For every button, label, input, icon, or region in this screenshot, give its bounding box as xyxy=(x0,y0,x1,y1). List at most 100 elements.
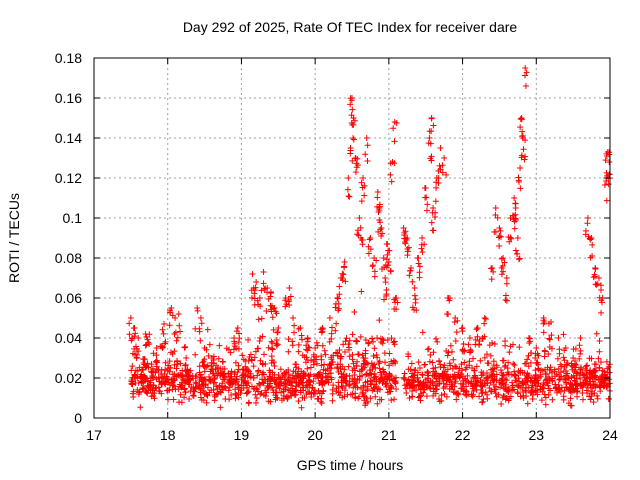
data-point xyxy=(362,151,369,158)
data-point xyxy=(282,386,289,393)
data-point xyxy=(268,353,275,360)
data-point xyxy=(173,373,180,380)
data-point xyxy=(210,386,217,393)
data-point xyxy=(242,357,249,364)
data-point xyxy=(294,372,301,379)
data-point xyxy=(143,363,150,370)
data-point xyxy=(140,356,147,363)
data-point xyxy=(251,287,258,294)
data-point xyxy=(406,379,413,386)
data-point xyxy=(236,384,243,391)
data-point xyxy=(414,369,421,376)
data-point xyxy=(170,396,177,403)
data-point xyxy=(232,359,239,366)
data-point xyxy=(371,345,378,352)
data-point xyxy=(151,390,158,397)
data-point xyxy=(270,387,277,394)
data-point xyxy=(207,378,214,385)
data-point xyxy=(150,382,157,389)
y-tick-label: 0.16 xyxy=(55,90,82,106)
data-point xyxy=(182,343,189,350)
axis-ticks: 17 18 19 20 21 22 23 24 0 0.02 0.04 0.06 0.08 0.1 0.12… xyxy=(55,50,618,443)
data-point xyxy=(167,349,174,356)
data-point xyxy=(417,385,424,392)
data-point xyxy=(222,383,229,390)
x-tick-label: 21 xyxy=(381,427,397,443)
data-point xyxy=(241,378,248,385)
data-point xyxy=(425,379,431,386)
data-point xyxy=(312,345,319,351)
data-point xyxy=(432,198,439,205)
data-point xyxy=(498,271,505,278)
data-point xyxy=(147,375,154,382)
data-point xyxy=(150,392,157,399)
data-point xyxy=(419,371,426,378)
data-point xyxy=(466,335,473,341)
data-point xyxy=(602,157,609,164)
data-point xyxy=(341,259,348,265)
data-point xyxy=(443,171,450,178)
data-point xyxy=(153,352,160,359)
data-point xyxy=(127,315,134,321)
data-point xyxy=(436,398,443,405)
data-point xyxy=(473,326,480,333)
data-point xyxy=(592,372,599,379)
data-point xyxy=(251,354,258,361)
data-point xyxy=(577,350,584,357)
data-point xyxy=(482,389,489,396)
data-point xyxy=(561,357,568,364)
data-point xyxy=(468,391,475,398)
data-point xyxy=(511,225,518,232)
data-point xyxy=(270,359,277,366)
data-point xyxy=(287,293,294,300)
data-point xyxy=(537,371,544,378)
data-point xyxy=(326,338,333,345)
data-point xyxy=(497,233,504,240)
data-point xyxy=(428,157,435,164)
data-point xyxy=(401,375,408,382)
data-point xyxy=(379,366,386,373)
data-point xyxy=(129,363,136,370)
data-point xyxy=(189,392,196,399)
data-point xyxy=(137,374,144,381)
data-point xyxy=(389,377,396,384)
data-point xyxy=(384,251,391,258)
data-point xyxy=(461,348,468,355)
data-point xyxy=(132,330,139,337)
data-point xyxy=(485,360,492,367)
data-point xyxy=(490,362,497,369)
y-tick-label: 0 xyxy=(74,410,82,426)
data-point xyxy=(427,352,434,359)
data-point xyxy=(535,352,542,359)
data-point xyxy=(448,386,455,393)
data-point xyxy=(388,383,395,390)
data-point xyxy=(374,400,381,407)
data-point xyxy=(601,181,608,188)
data-point xyxy=(543,370,550,377)
data-point xyxy=(305,372,312,379)
data-point xyxy=(546,335,553,342)
data-point xyxy=(430,385,437,392)
data-point xyxy=(307,364,314,371)
data-point xyxy=(382,279,389,286)
data-point xyxy=(258,315,265,322)
data-point xyxy=(592,265,599,272)
data-point xyxy=(272,378,279,385)
data-point xyxy=(297,325,304,331)
data-point xyxy=(560,331,567,338)
data-point xyxy=(286,301,293,308)
data-point xyxy=(446,297,453,304)
data-point xyxy=(281,370,288,377)
data-point xyxy=(359,237,366,244)
data-point xyxy=(266,383,273,390)
data-point xyxy=(318,362,325,369)
data-point xyxy=(297,389,304,396)
data-point xyxy=(244,389,251,396)
data-point xyxy=(402,385,409,392)
data-point xyxy=(188,384,195,391)
data-point xyxy=(430,205,437,211)
data-point xyxy=(470,355,477,362)
data-point xyxy=(382,381,389,388)
data-point xyxy=(159,344,166,351)
data-point xyxy=(500,268,507,275)
